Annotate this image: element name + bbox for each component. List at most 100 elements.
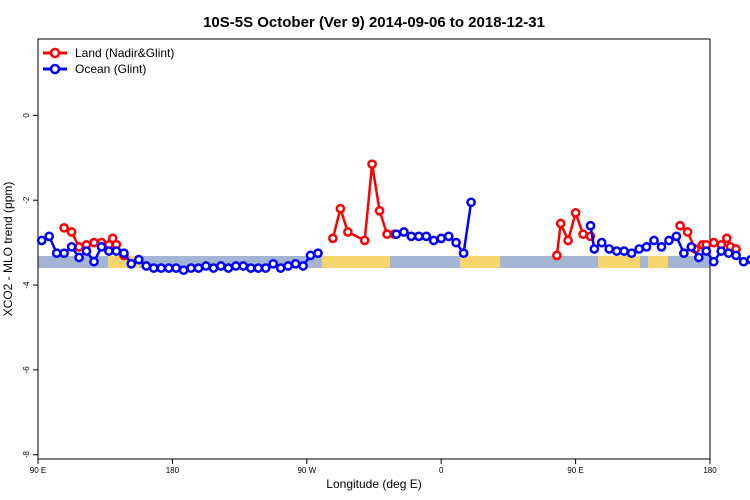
land-patch xyxy=(460,256,500,268)
land-patch xyxy=(648,256,668,268)
legend-ocean-marker xyxy=(49,63,61,75)
data-point xyxy=(36,235,47,246)
data-point xyxy=(664,235,674,246)
data-point xyxy=(466,197,476,208)
data-point xyxy=(216,261,226,271)
data-point xyxy=(245,263,256,273)
x-tick-label: 90 W xyxy=(297,466,316,475)
data-point xyxy=(555,218,566,229)
data-point xyxy=(283,261,293,271)
x-tick-label: 180 xyxy=(703,466,717,475)
x-tick-label: 0 xyxy=(439,466,444,475)
series-layer xyxy=(36,159,750,276)
data-point xyxy=(679,248,689,259)
data-point xyxy=(44,231,55,242)
legend-land-marker xyxy=(49,47,61,59)
data-point xyxy=(578,229,588,240)
data-point xyxy=(391,229,402,240)
data-point xyxy=(563,235,573,246)
y-tick-label: -6 xyxy=(22,366,31,374)
data-point xyxy=(399,227,409,237)
data-point xyxy=(201,261,211,271)
x-tick-label: 90 E xyxy=(30,466,46,475)
data-point xyxy=(89,237,99,248)
legend-land-label: Land (Nadir&Glint) xyxy=(75,46,174,60)
data-point xyxy=(708,237,719,248)
data-point xyxy=(596,237,607,248)
data-point xyxy=(570,208,581,218)
data-point xyxy=(298,261,308,271)
data-point xyxy=(585,220,596,231)
data-point xyxy=(238,261,249,271)
x-tick-label: 180 xyxy=(166,466,180,475)
y-tick-label: -2 xyxy=(22,196,31,204)
data-point xyxy=(81,246,92,256)
x-axis-label: Longitude (deg E) xyxy=(326,477,421,491)
data-point xyxy=(686,242,697,252)
data-point xyxy=(421,231,432,242)
data-point xyxy=(738,256,749,267)
data-point xyxy=(148,263,159,273)
data-point xyxy=(382,229,392,240)
data-point xyxy=(343,227,353,237)
data-point xyxy=(458,248,469,259)
data-point xyxy=(186,263,196,273)
series-line xyxy=(331,162,395,242)
y-tick-label: 0 xyxy=(22,113,31,118)
land-patch xyxy=(322,256,390,268)
data-point xyxy=(701,246,712,256)
land-patch xyxy=(598,256,640,268)
data-point xyxy=(335,203,346,214)
data-point xyxy=(193,263,204,273)
x-axis: 90 E 180 90 W 0 90 E 180 xyxy=(30,459,717,475)
data-point xyxy=(634,244,644,254)
y-axis-label: XCO2 - MLO trend (ppm) xyxy=(1,182,15,317)
data-point xyxy=(231,261,241,271)
chart-title: 10S-5S October (Ver 9) 2014-09-06 to 201… xyxy=(203,14,545,31)
data-point xyxy=(367,159,377,170)
data-point xyxy=(671,231,682,242)
data-point xyxy=(649,235,659,246)
data-point xyxy=(604,244,615,254)
data-point xyxy=(552,250,562,261)
data-point xyxy=(328,233,338,244)
data-point xyxy=(141,261,152,271)
series-ocean xyxy=(36,197,750,276)
data-point xyxy=(268,258,279,269)
y-tick-label: -4 xyxy=(22,281,31,289)
data-point xyxy=(74,252,84,263)
data-point xyxy=(163,263,174,273)
x-tick-label: 90 E xyxy=(567,466,583,475)
legend: Land (Nadir&Glint) Ocean (Glint) xyxy=(43,46,174,76)
data-point xyxy=(313,248,323,259)
data-point xyxy=(721,233,732,244)
data-point xyxy=(436,233,447,244)
data-point xyxy=(290,258,301,269)
data-point xyxy=(178,265,189,276)
data-point xyxy=(111,246,122,256)
data-point xyxy=(675,220,685,231)
data-point xyxy=(413,231,424,242)
data-point xyxy=(275,263,286,273)
data-point xyxy=(260,263,271,273)
data-point xyxy=(428,235,439,246)
data-point xyxy=(171,263,181,273)
data-point xyxy=(708,256,719,267)
legend-ocean-label: Ocean (Glint) xyxy=(75,62,146,76)
data-point xyxy=(589,244,600,254)
y-axis: -8 -6 -4 -2 0 xyxy=(22,113,38,459)
data-point xyxy=(59,222,69,233)
data-point xyxy=(374,205,385,216)
data-point xyxy=(731,250,741,261)
data-point xyxy=(51,248,62,259)
series-land xyxy=(59,159,741,261)
data-point xyxy=(133,254,144,265)
data-point xyxy=(156,263,167,273)
data-point xyxy=(611,246,622,256)
data-point xyxy=(74,242,84,252)
data-point xyxy=(626,248,637,259)
y-tick-label: -8 xyxy=(22,451,31,459)
data-point xyxy=(89,256,99,267)
data-point xyxy=(66,227,77,237)
data-point xyxy=(443,231,454,242)
